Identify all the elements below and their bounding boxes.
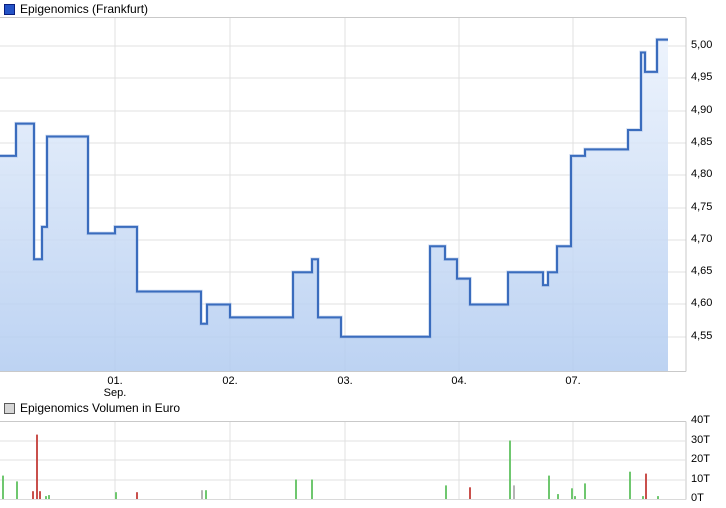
volume-bar-up <box>445 485 447 499</box>
volume-bar-up <box>509 440 511 499</box>
price-ytick-label: 4,70 <box>691 232 713 245</box>
volume-bar-down <box>36 434 38 499</box>
volume-ytick-label: 20T <box>691 453 710 465</box>
price-ytick-label: 4,65 <box>691 265 713 278</box>
price-ytick-label: 4,85 <box>691 135 713 148</box>
volume-bar-neutral <box>201 490 203 499</box>
date-tick-label: 07. <box>565 375 581 387</box>
volume-chart-title: Epigenomics Volumen in Euro <box>20 401 181 415</box>
volume-bar-down <box>39 491 41 499</box>
price-ytick-label: 4,55 <box>691 329 713 342</box>
volume-ytick-label: 30T <box>691 433 710 446</box>
volume-bar-neutral <box>513 485 515 499</box>
price-ytick-label: 4,95 <box>691 71 713 84</box>
volume-ytick-label: 0T <box>691 492 704 504</box>
price-chart-legend: Epigenomics (Frankfurt) <box>4 2 148 16</box>
volume-bar-up <box>45 496 47 499</box>
price-ytick-label: 4,90 <box>691 103 713 116</box>
volume-bar-down <box>469 487 471 499</box>
volume-bar-down <box>136 492 138 499</box>
volume-chart-legend: Epigenomics Volumen in Euro <box>4 401 180 415</box>
date-tick-label: 02. <box>222 375 238 387</box>
price-ytick-label: 4,60 <box>691 297 713 310</box>
date-tick-label: 01. <box>107 375 123 387</box>
date-tick-label: 04. <box>451 375 467 387</box>
volume-bar-up <box>574 496 576 499</box>
volume-bar-up <box>115 492 117 499</box>
price-ytick-label: 5,00 <box>691 39 713 52</box>
volume-bar-up <box>657 496 659 499</box>
volume-bar-up <box>16 481 18 499</box>
volume-bar-up <box>205 490 207 499</box>
volume-bar-up <box>311 479 313 499</box>
volume-bar-down <box>645 473 647 499</box>
date-tick-label: 03. <box>337 375 353 387</box>
volume-bar-up <box>629 471 631 499</box>
volume-ytick-label: 10T <box>691 472 710 485</box>
price-series-swatch-icon <box>4 3 15 15</box>
price-chart-title: Epigenomics (Frankfurt) <box>20 2 149 16</box>
volume-ytick-label: 40T <box>691 414 710 426</box>
volume-bar-up <box>584 483 586 499</box>
volume-bar-up <box>2 475 4 499</box>
price-ytick-label: 4,80 <box>691 168 713 181</box>
price-ytick-label: 4,75 <box>691 200 713 213</box>
price-area <box>0 39 668 371</box>
volume-bar-up <box>642 496 644 499</box>
volume-bar-up <box>548 475 550 499</box>
volume-series-swatch-icon <box>4 402 15 414</box>
price-line <box>0 38 668 338</box>
volume-bar-up <box>295 479 297 499</box>
volume-bar-up <box>571 488 573 499</box>
volume-bar-down <box>32 491 34 499</box>
volume-bar-up <box>557 494 559 499</box>
volume-bar-up <box>48 495 50 499</box>
date-tick-sublabel: Sep. <box>103 387 127 399</box>
